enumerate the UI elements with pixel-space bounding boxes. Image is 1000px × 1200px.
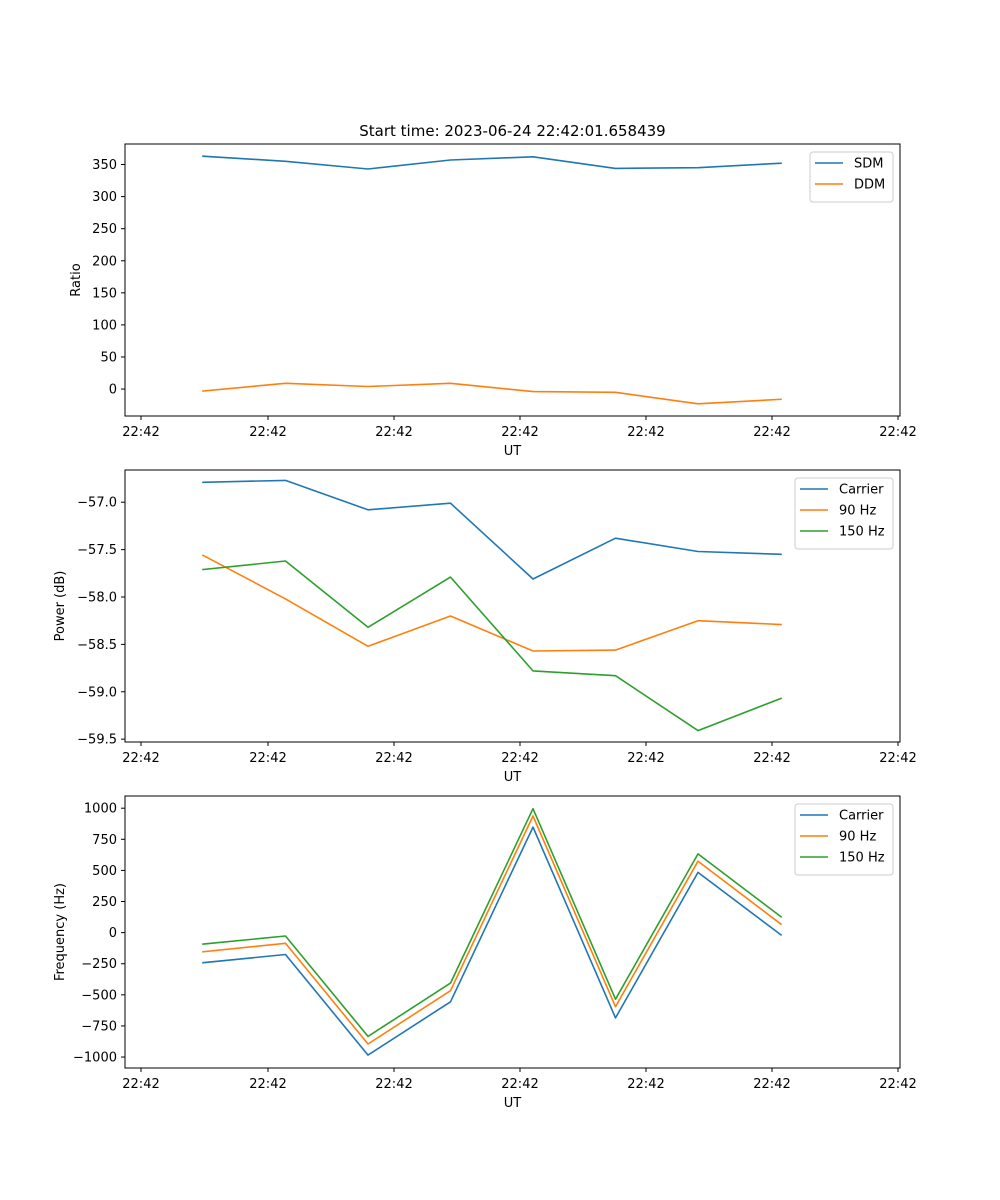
subplot-3: −1000 −750 −500 −250 0 250 500 750 1000 22:42 22:4… — [53, 795, 917, 1111]
legend-label: DDM — [854, 178, 885, 193]
x-tick-label: 22:42 — [753, 1077, 790, 1092]
x-tick-label: 22:42 — [879, 1077, 916, 1092]
chart-title: Start time: 2023-06-24 22:42:01.658439 — [359, 122, 665, 140]
x-tick-label: 22:42 — [879, 425, 916, 440]
series-line-150-hz — [202, 807, 783, 1038]
y-tick-label: 200 — [92, 254, 117, 269]
legend: Carrier 90 Hz 150 Hz — [794, 477, 894, 550]
y-tick-label: −500 — [81, 988, 117, 1003]
series-line-90-hz — [201, 554, 782, 652]
subplot-1: 0 50 100 150 200 250 300 350 22:42 22:42 22:42 22:4… — [69, 143, 917, 459]
y-tick-label: 100 — [92, 318, 117, 333]
y-tick-label: 300 — [92, 190, 117, 205]
x-tick-label: 22:42 — [375, 751, 412, 766]
x-tick-label: 22:42 — [375, 1077, 412, 1092]
y-tick-label: 1000 — [84, 802, 117, 817]
x-tick-label: 22:42 — [249, 751, 286, 766]
y-axis-label: Power (dB) — [53, 571, 68, 642]
x-axis-label: UT — [504, 444, 522, 459]
legend-label: SDM — [854, 157, 883, 172]
x-axis-label: UT — [504, 770, 522, 785]
x-tick-label: 22:42 — [501, 751, 538, 766]
legend-label: Carrier — [839, 483, 884, 498]
y-tick-label: −58.0 — [77, 590, 117, 605]
y-tick-label: 250 — [92, 895, 117, 910]
x-tick-label: 22:42 — [122, 425, 159, 440]
x-tick-label: 22:42 — [879, 751, 916, 766]
y-tick-label: −59.0 — [77, 685, 117, 700]
legend: SDM DDM — [809, 151, 894, 203]
y-tick-label: 350 — [92, 158, 117, 173]
x-tick-label: 22:42 — [122, 751, 159, 766]
y-tick-label: −57.5 — [77, 543, 117, 558]
subplot-2: −59.5 −59.0 −58.5 −58.0 −57.5 −57.0 22:42 22:42… — [53, 469, 917, 785]
y-tick-label: −57.0 — [77, 496, 117, 511]
legend-label: Carrier — [839, 809, 884, 824]
y-tick-label: 50 — [100, 350, 117, 365]
legend-label: 150 Hz — [839, 525, 885, 540]
series-line-carrier — [202, 826, 783, 1056]
y-axis-label: Ratio — [69, 263, 84, 296]
y-tick-label: 500 — [92, 864, 117, 879]
legend-label: 90 Hz — [839, 830, 876, 845]
x-tick-label: 22:42 — [122, 1077, 159, 1092]
x-tick-label: 22:42 — [753, 751, 790, 766]
y-tick-label: −58.5 — [77, 638, 117, 653]
y-tick-label: −1000 — [73, 1051, 117, 1066]
legend-box — [809, 151, 894, 203]
y-tick-label: −59.5 — [77, 733, 117, 748]
x-tick-label: 22:42 — [501, 1077, 538, 1092]
legend: Carrier 90 Hz 150 Hz — [794, 803, 894, 876]
y-axis-label: Frequency (Hz) — [53, 883, 68, 981]
axes-frame — [124, 143, 901, 417]
series-line-ddm — [202, 382, 782, 405]
x-tick-label: 22:42 — [249, 425, 286, 440]
series-line-150-hz — [202, 560, 783, 732]
axes-frame — [124, 469, 901, 743]
axes-frame — [124, 795, 901, 1069]
x-tick-label: 22:42 — [627, 425, 664, 440]
y-tick-label: 750 — [92, 833, 117, 848]
series-line-carrier — [202, 479, 782, 580]
series-line-90-hz — [202, 815, 783, 1045]
legend-label: 150 Hz — [839, 851, 885, 866]
y-tick-label: 250 — [92, 222, 117, 237]
y-tick-label: 0 — [109, 926, 117, 941]
y-tick-label: −250 — [81, 957, 117, 972]
series-line-sdm — [202, 155, 782, 170]
x-tick-label: 22:42 — [501, 425, 538, 440]
x-tick-label: 22:42 — [249, 1077, 286, 1092]
x-tick-label: 22:42 — [627, 751, 664, 766]
y-tick-label: 150 — [92, 286, 117, 301]
x-tick-label: 22:42 — [627, 1077, 664, 1092]
x-tick-label: 22:42 — [753, 425, 790, 440]
x-axis-label: UT — [504, 1096, 522, 1111]
x-tick-label: 22:42 — [375, 425, 412, 440]
y-tick-label: 0 — [109, 383, 117, 398]
legend-label: 90 Hz — [839, 504, 876, 519]
y-tick-label: −750 — [81, 1019, 117, 1034]
